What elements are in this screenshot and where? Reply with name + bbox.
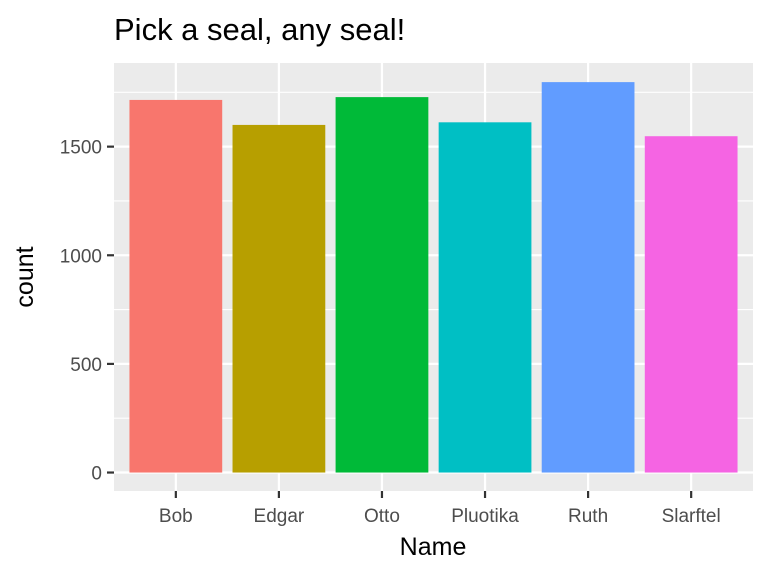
bar-edgar	[232, 124, 326, 473]
y-axis: 0 500 1000 1500	[60, 138, 114, 485]
y-tick-label: 1000	[60, 246, 102, 267]
bar-bob	[129, 99, 223, 473]
y-tick-label: 1500	[60, 138, 102, 159]
bar-otto	[335, 97, 429, 473]
x-tick-label: Ruth	[568, 506, 608, 527]
x-tick-label: Bob	[159, 506, 193, 527]
bar-pluotika	[438, 122, 532, 473]
y-tick-label: 0	[91, 464, 102, 485]
x-tick-label: Edgar	[254, 506, 305, 527]
x-axis-title: Name	[400, 533, 467, 561]
bar-ruth	[541, 82, 635, 473]
y-tick-label: 500	[70, 355, 102, 376]
x-tick-label: Slarftel	[662, 506, 721, 527]
bar-slarftel	[644, 136, 738, 473]
x-tick-label: Otto	[364, 506, 400, 527]
x-axis: Bob Edgar Otto Pluotika Ruth Slarftel	[159, 491, 721, 527]
bars	[129, 82, 738, 473]
y-axis-title: count	[11, 246, 39, 307]
x-tick-label: Pluotika	[451, 506, 519, 527]
chart-title: Pick a seal, any seal!	[114, 12, 405, 47]
